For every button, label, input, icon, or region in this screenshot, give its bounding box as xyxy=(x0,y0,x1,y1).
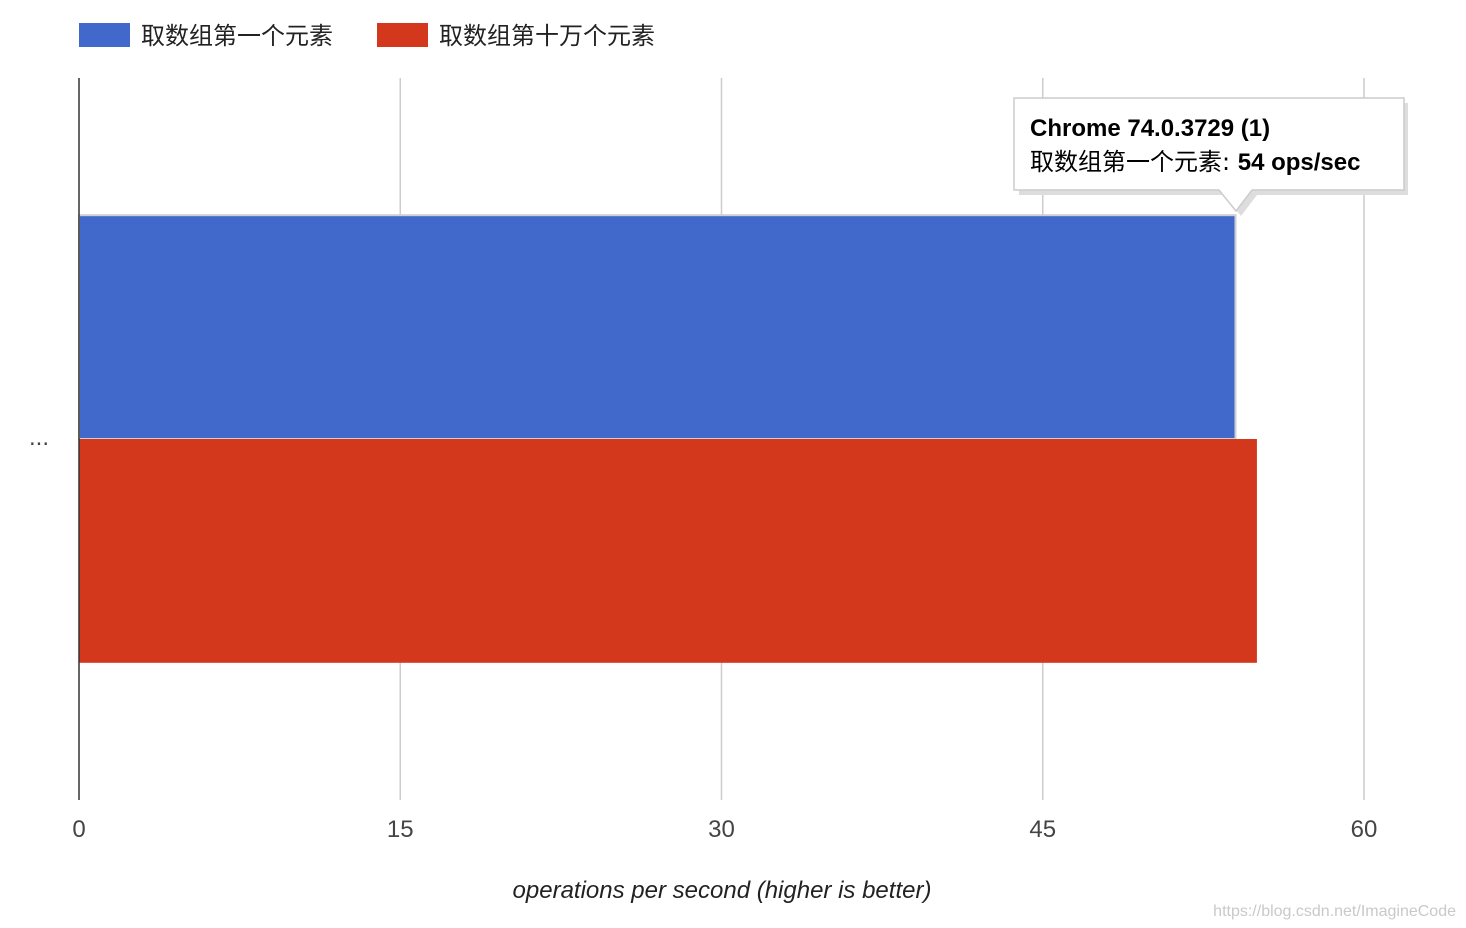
x-tick-label: 15 xyxy=(387,816,414,843)
tooltip-value: 54 ops/sec xyxy=(1238,149,1361,176)
tooltip-box xyxy=(1013,97,1405,213)
category-label: ... xyxy=(29,424,49,451)
legend-swatch xyxy=(79,23,130,47)
legend-item-2[interactable]: 取数组第十万个元素 xyxy=(377,22,655,50)
x-tick-label: 30 xyxy=(708,816,735,843)
category-labels: ... xyxy=(29,424,49,451)
x-axis-ticks: 0 15 30 45 60 xyxy=(72,816,1377,843)
legend[interactable]: 取数组第一个元素 取数组第十万个元素 xyxy=(79,22,655,50)
x-axis-title: operations per second (higher is better) xyxy=(513,877,932,904)
legend-swatch xyxy=(377,23,428,47)
tooltip: Chrome 74.0.3729 (1) 取数组第一个元素: 54 ops/se… xyxy=(1013,97,1408,216)
tooltip-title: Chrome 74.0.3729 (1) xyxy=(1030,115,1270,142)
legend-label: 取数组第一个元素 xyxy=(141,22,333,50)
bar-2[interactable] xyxy=(79,439,1257,663)
tooltip-body: 取数组第一个元素: 54 ops/sec xyxy=(1030,148,1360,176)
legend-label: 取数组第十万个元素 xyxy=(439,22,655,50)
x-tick-label: 0 xyxy=(72,816,85,843)
bars[interactable] xyxy=(78,214,1257,663)
tooltip-separator: : xyxy=(1222,148,1238,176)
tooltip-series-label: 取数组第一个元素 xyxy=(1030,148,1222,176)
bar-1[interactable] xyxy=(78,214,1237,440)
x-tick-label: 60 xyxy=(1351,816,1378,843)
legend-item-1[interactable]: 取数组第一个元素 xyxy=(79,22,333,50)
x-tick-label: 45 xyxy=(1029,816,1056,843)
watermark: https://blog.csdn.net/ImagineCode xyxy=(1213,903,1456,920)
